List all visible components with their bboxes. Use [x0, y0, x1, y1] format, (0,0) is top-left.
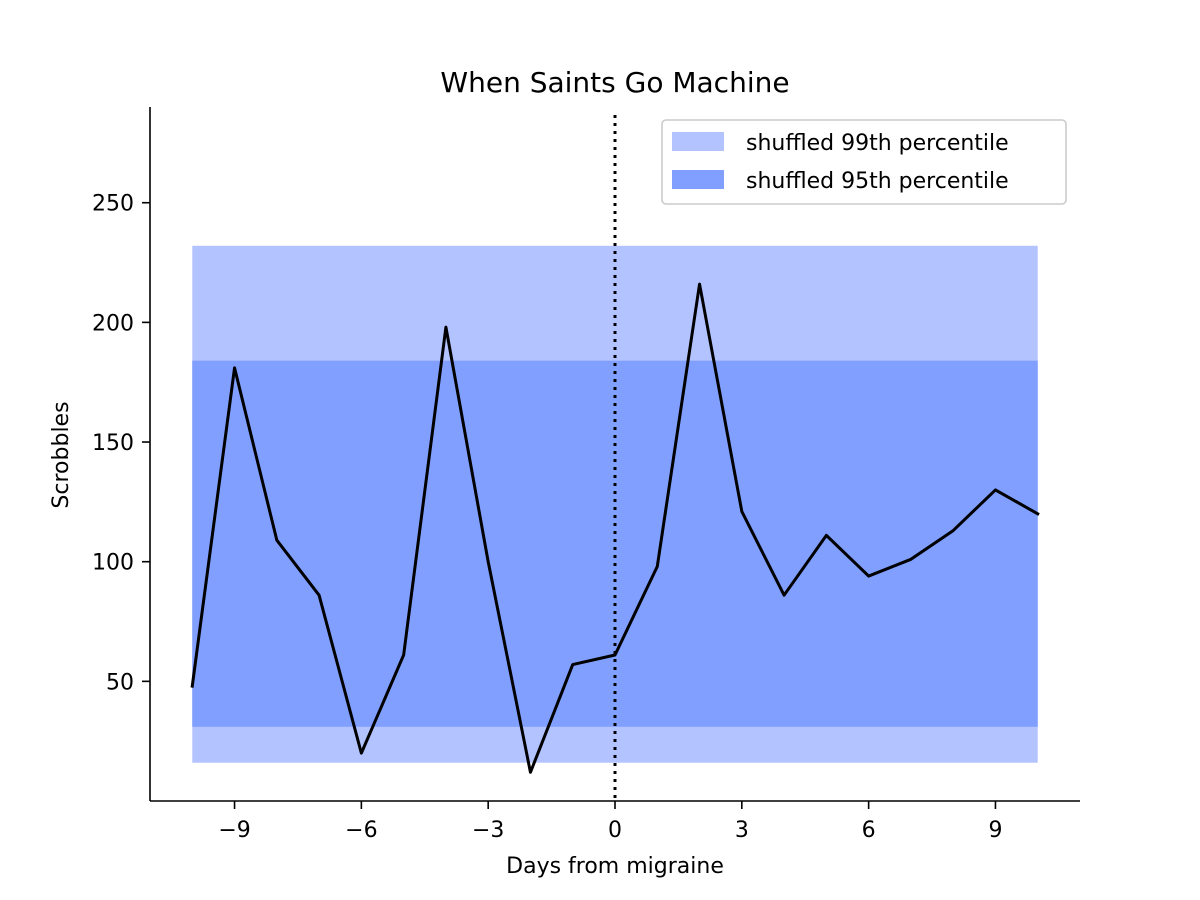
y-tick-label: 150 — [92, 431, 134, 456]
legend-swatch-95th — [672, 170, 724, 189]
band-95th-percentile — [192, 360, 1038, 727]
legend-label-99th: shuffled 99th percentile — [746, 131, 1009, 156]
x-tick-label: 0 — [608, 818, 622, 843]
y-tick-label: 100 — [92, 551, 134, 576]
x-ticks: −9 −6 −3 0 3 6 9 — [218, 801, 1002, 843]
x-tick-label: −3 — [472, 818, 504, 843]
y-tick-label: 50 — [106, 670, 134, 695]
x-tick-label: 3 — [735, 818, 749, 843]
x-tick-label: 6 — [862, 818, 876, 843]
x-tick-label: 9 — [988, 818, 1002, 843]
x-axis-label: Days from migraine — [506, 854, 724, 879]
y-tick-label: 200 — [92, 311, 134, 336]
x-tick-label: −6 — [345, 818, 377, 843]
chart-title: When Saints Go Machine — [440, 66, 789, 99]
y-ticks: 50 100 150 200 250 — [92, 192, 150, 695]
legend-swatch-99th — [672, 132, 724, 151]
legend: shuffled 99th percentile shuffled 95th p… — [661, 119, 1067, 205]
legend-frame — [661, 119, 1067, 205]
legend-label-95th: shuffled 95th percentile — [746, 169, 1009, 194]
line-layer — [190, 282, 1040, 774]
x-tick-label: −9 — [218, 818, 250, 843]
y-tick-label: 250 — [92, 192, 134, 217]
y-axis-label: Scrobbles — [49, 401, 74, 508]
